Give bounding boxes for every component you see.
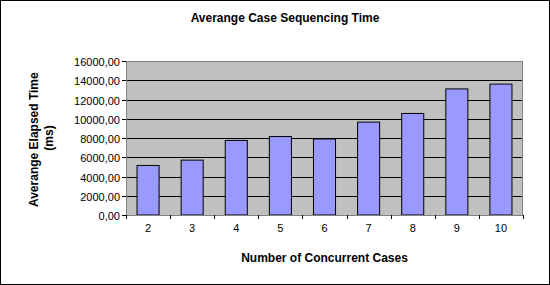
y-tick xyxy=(122,80,126,81)
y-tick xyxy=(122,177,126,178)
y-tick-label: 4000,00 xyxy=(80,172,120,184)
x-tick xyxy=(347,215,348,219)
plot-frame xyxy=(127,62,523,216)
x-tick xyxy=(523,215,524,219)
x-tick-label: 8 xyxy=(410,222,416,234)
y-tick xyxy=(122,138,126,139)
y-tick-label: 12000,00 xyxy=(74,95,120,107)
x-tick-label: 9 xyxy=(454,222,460,234)
x-tick-label: 10 xyxy=(495,222,507,234)
x-tick-label: 2 xyxy=(145,222,151,234)
bar xyxy=(402,113,424,215)
bar xyxy=(358,122,380,215)
x-tick-label: 4 xyxy=(233,222,239,234)
y-tick xyxy=(122,119,126,120)
y-tick xyxy=(122,157,126,158)
y-tick xyxy=(122,215,126,216)
x-tick-label: 5 xyxy=(277,222,283,234)
x-tick-label: 7 xyxy=(366,222,372,234)
y-tick xyxy=(122,61,126,62)
y-tick-label: 14000,00 xyxy=(74,75,120,87)
chart-title: Averange Case Sequencing Time xyxy=(191,11,380,25)
x-tick xyxy=(435,215,436,219)
x-tick xyxy=(126,215,127,219)
y-tick-label: 2000,00 xyxy=(80,191,120,203)
y-axis-label: Averange Elapsed Time (ms) xyxy=(27,69,56,207)
y-tick-label: 6000,00 xyxy=(80,152,120,164)
bar xyxy=(137,165,159,215)
y-tick-label: 16000,00 xyxy=(74,56,120,68)
y-tick-label: 10000,00 xyxy=(74,114,120,126)
grid-line xyxy=(126,80,523,81)
bar xyxy=(269,137,291,215)
bar xyxy=(181,160,203,215)
y-tick xyxy=(122,100,126,101)
x-tick-label: 6 xyxy=(321,222,327,234)
y-tick-label: 8000,00 xyxy=(80,133,120,145)
x-axis-label: Number of Concurrent Cases xyxy=(241,251,408,265)
x-tick xyxy=(258,215,259,219)
bar xyxy=(313,139,335,215)
bars xyxy=(137,84,512,215)
x-tick xyxy=(214,215,215,219)
x-tick xyxy=(479,215,480,219)
x-tick xyxy=(170,215,171,219)
plot-area xyxy=(126,61,523,215)
chart: 0,00 2000,00 4000,00 6000,00 8000,00 10000,00… xyxy=(0,0,550,285)
y-tick-label: 0,00 xyxy=(99,210,120,222)
x-tick-label: 3 xyxy=(189,222,195,234)
x-tick xyxy=(302,215,303,219)
chart-border xyxy=(1,1,550,285)
x-tick xyxy=(391,215,392,219)
bar xyxy=(225,140,247,215)
y-tick xyxy=(122,196,126,197)
bar xyxy=(446,89,468,215)
bar xyxy=(490,84,512,215)
